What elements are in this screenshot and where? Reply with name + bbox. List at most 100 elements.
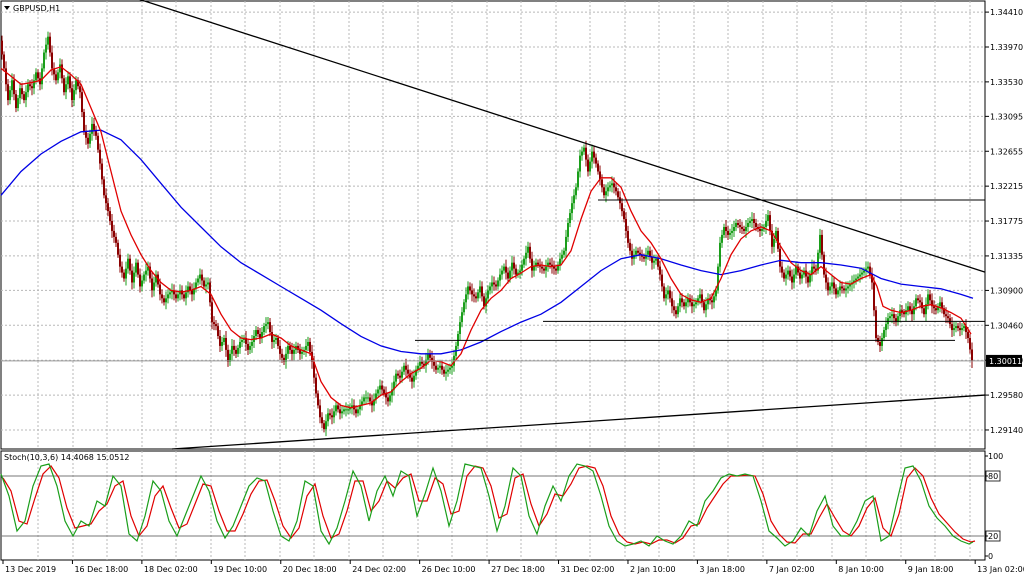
candle-body — [229, 353, 231, 362]
candle-body — [415, 369, 417, 376]
candle-body — [659, 266, 661, 275]
time-tick-label: 13 Jan 02:00 — [977, 565, 1024, 574]
candle-body — [211, 302, 213, 323]
candle-body — [953, 328, 955, 331]
candle-body — [189, 286, 191, 291]
candle-body — [945, 314, 947, 317]
candle-body — [669, 290, 671, 299]
stoch-tick-label: 100 — [988, 452, 1003, 461]
candle-body — [707, 298, 709, 305]
candle-body — [601, 179, 603, 188]
candle-body — [699, 294, 701, 299]
candle-body — [333, 411, 335, 418]
candle-body — [645, 254, 647, 259]
candle-body — [465, 294, 467, 303]
candle-body — [537, 262, 539, 265]
symbol-title[interactable]: GBPUSD,H1 — [4, 4, 60, 13]
dropdown-triangle-icon[interactable] — [4, 6, 10, 10]
candle-body — [81, 92, 83, 113]
candle-body — [919, 300, 921, 303]
candle-body — [89, 133, 91, 144]
current-price-tag: 1.30011 — [986, 354, 1022, 367]
candle-body — [267, 322, 269, 325]
candle-body — [11, 80, 13, 91]
candle-body — [889, 316, 891, 319]
candle-body — [77, 80, 79, 87]
price-tick-label: 1.29140 — [990, 426, 1023, 435]
candle-body — [221, 341, 223, 346]
candle-body — [131, 270, 133, 283]
candle-body — [689, 298, 691, 303]
candle-body — [169, 292, 171, 295]
candle-body — [623, 211, 625, 220]
trendline-ascending[interactable] — [171, 394, 986, 450]
candle-body — [379, 385, 381, 390]
candle-body — [309, 341, 311, 352]
candle-body — [67, 76, 69, 85]
candle-body — [547, 262, 549, 267]
candle-body — [685, 302, 687, 307]
horizontal-levels[interactable] — [415, 199, 985, 341]
candle-body — [641, 254, 643, 257]
candle-body — [7, 84, 9, 101]
candle-body — [235, 349, 237, 354]
candle-body — [831, 282, 833, 287]
candle-body — [857, 276, 859, 279]
candles — [1, 31, 973, 437]
candle-body — [661, 274, 663, 287]
time-tick-label: 16 Dec 18:00 — [74, 565, 128, 574]
candle-body — [905, 310, 907, 315]
candle-body — [411, 377, 413, 382]
candle-body — [583, 147, 585, 152]
candle-body — [899, 310, 901, 317]
candle-body — [177, 294, 179, 299]
candle-body — [829, 286, 831, 291]
stochastic-signal-line — [2, 465, 976, 545]
candle-body — [521, 264, 523, 271]
candle-body — [203, 280, 205, 287]
candle-body — [491, 282, 493, 287]
candle-body — [429, 353, 431, 358]
candle-body — [195, 282, 197, 289]
candle-body — [713, 296, 715, 303]
candle-body — [891, 314, 893, 317]
candle-body — [201, 274, 203, 281]
candle-body — [483, 296, 485, 307]
candle-body — [969, 337, 971, 350]
candle-body — [393, 381, 395, 390]
candle-body — [21, 88, 23, 95]
trendline-descending[interactable] — [115, 0, 986, 273]
candle-body — [543, 268, 545, 271]
candle-body — [327, 413, 329, 422]
candle-body — [251, 341, 253, 346]
candle-body — [57, 72, 59, 81]
candle-body — [897, 316, 899, 323]
candle-body — [863, 270, 865, 273]
candle-body — [639, 252, 641, 255]
candle-body — [155, 274, 157, 283]
candle-body — [27, 84, 29, 93]
candle-body — [53, 68, 55, 75]
candle-body — [815, 268, 817, 271]
price-tick-label: 1.33970 — [990, 43, 1023, 52]
stochastic-panel — [0, 450, 986, 561]
candle-body — [841, 286, 843, 289]
candle-body — [875, 310, 877, 338]
candle-body — [473, 294, 475, 297]
stochastic-grid — [1, 451, 985, 560]
candle-body — [227, 349, 229, 362]
candle-body — [339, 409, 341, 414]
time-tick-label: 31 Dec 02:00 — [561, 565, 615, 574]
candle-body — [437, 367, 439, 370]
candle-body — [281, 353, 283, 358]
candle-body — [823, 254, 825, 275]
candle-body — [827, 282, 829, 291]
candle-body — [405, 365, 407, 370]
candle-body — [605, 191, 607, 196]
candle-body — [37, 72, 39, 79]
trendlines[interactable] — [115, 0, 986, 450]
candle-body — [165, 298, 167, 303]
candle-body — [577, 171, 579, 188]
candle-body — [775, 230, 777, 239]
